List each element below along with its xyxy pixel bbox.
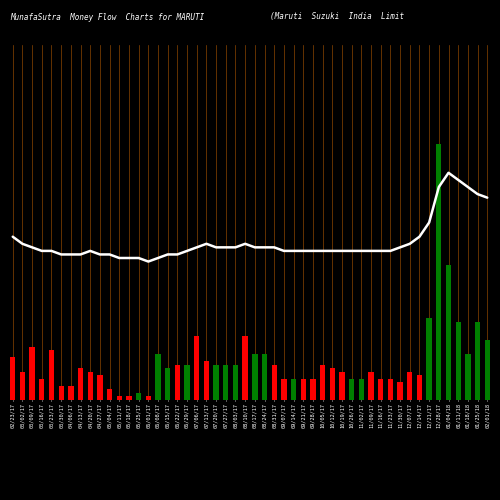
- Bar: [136, 393, 141, 400]
- Bar: [262, 354, 267, 400]
- Bar: [320, 364, 326, 400]
- Bar: [10, 358, 16, 400]
- Bar: [310, 378, 316, 400]
- Bar: [126, 396, 132, 400]
- Bar: [49, 350, 54, 400]
- Bar: [97, 375, 102, 400]
- Bar: [330, 368, 335, 400]
- Bar: [475, 322, 480, 400]
- Bar: [281, 378, 286, 400]
- Bar: [88, 372, 93, 400]
- Bar: [340, 372, 344, 400]
- Bar: [426, 318, 432, 400]
- Bar: [291, 378, 296, 400]
- Bar: [223, 364, 228, 400]
- Bar: [30, 347, 35, 400]
- Bar: [484, 340, 490, 400]
- Bar: [242, 336, 248, 400]
- Bar: [272, 364, 277, 400]
- Bar: [214, 364, 219, 400]
- Bar: [146, 396, 151, 400]
- Bar: [436, 144, 442, 400]
- Bar: [156, 354, 160, 400]
- Bar: [465, 354, 470, 400]
- Bar: [116, 396, 122, 400]
- Bar: [388, 378, 393, 400]
- Bar: [68, 386, 73, 400]
- Text: MunafaSutra  Money Flow  Charts for MARUTI: MunafaSutra Money Flow Charts for MARUTI: [10, 12, 204, 22]
- Bar: [252, 354, 258, 400]
- Bar: [39, 378, 44, 400]
- Bar: [398, 382, 403, 400]
- Bar: [358, 378, 364, 400]
- Bar: [456, 322, 461, 400]
- Bar: [349, 378, 354, 400]
- Bar: [194, 336, 200, 400]
- Bar: [174, 364, 180, 400]
- Bar: [407, 372, 412, 400]
- Bar: [368, 372, 374, 400]
- Text: (Maruti  Suzuki  India  Limit: (Maruti Suzuki India Limit: [270, 12, 404, 22]
- Bar: [165, 368, 170, 400]
- Bar: [417, 375, 422, 400]
- Bar: [20, 372, 25, 400]
- Bar: [78, 368, 83, 400]
- Bar: [58, 386, 64, 400]
- Bar: [107, 390, 112, 400]
- Bar: [233, 364, 238, 400]
- Bar: [184, 364, 190, 400]
- Bar: [446, 265, 451, 400]
- Bar: [378, 378, 384, 400]
- Bar: [300, 378, 306, 400]
- Bar: [204, 361, 209, 400]
